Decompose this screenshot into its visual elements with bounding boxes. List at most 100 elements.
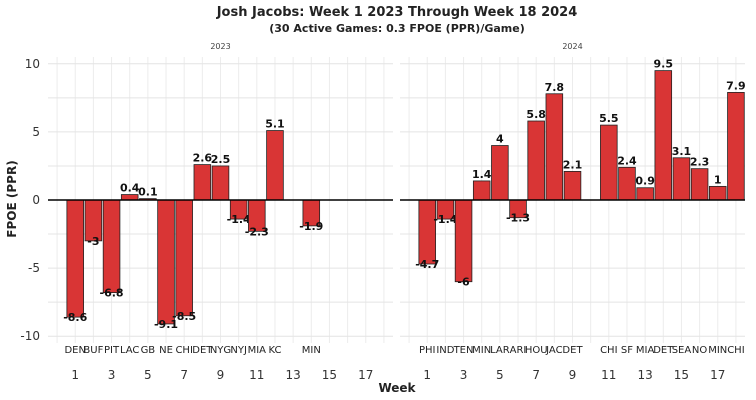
bar-value-label: -6 xyxy=(457,276,470,289)
opponent-label: MIA xyxy=(248,345,267,356)
opponent-label: LAC xyxy=(120,345,139,356)
x-tick-label: 5 xyxy=(496,368,504,382)
bar-value-label: 1 xyxy=(714,173,722,186)
bar-value-label: 5.1 xyxy=(265,118,285,131)
opponent-label: MIA xyxy=(636,345,655,356)
y-tick-label: 10 xyxy=(25,57,40,71)
x-tick-label: 9 xyxy=(569,368,577,382)
bar-value-label: 2.5 xyxy=(211,153,231,166)
bar-value-label: -8.6 xyxy=(63,311,87,324)
bar xyxy=(175,199,193,317)
x-tick-label: 1 xyxy=(423,368,431,382)
bar xyxy=(418,199,436,265)
x-tick-label: 7 xyxy=(532,368,540,382)
opponent-label: CHI xyxy=(175,345,192,356)
y-tick-label: 0 xyxy=(32,193,40,207)
x-tick-label: 13 xyxy=(637,368,652,382)
opponent-label: DET xyxy=(653,345,674,356)
opponent-label: KC xyxy=(268,345,281,356)
bar xyxy=(618,166,636,201)
bar xyxy=(545,93,564,201)
chart-title: Josh Jacobs: Week 1 2023 Through Week 18… xyxy=(216,5,578,20)
bar-value-label: -6.8 xyxy=(100,287,124,300)
y-tick-label: 5 xyxy=(32,125,40,139)
bar-value-label: 9.5 xyxy=(654,58,674,71)
opponent-label: GB xyxy=(141,345,156,356)
bar-value-label: 5.5 xyxy=(599,112,619,125)
opponent-label: HOU xyxy=(525,345,548,356)
opponent-label: BUF xyxy=(83,345,103,356)
bar xyxy=(654,70,673,201)
bar xyxy=(211,165,230,201)
opponent-label: ARI xyxy=(510,345,527,356)
bar xyxy=(727,92,745,201)
bar-value-label: -1.4 xyxy=(227,213,251,226)
bar xyxy=(454,199,473,283)
bar-value-label: 0.1 xyxy=(138,186,158,199)
bar xyxy=(66,199,84,318)
bar xyxy=(102,199,121,294)
x-tick-label: 11 xyxy=(601,368,616,382)
opponent-label: CHI xyxy=(727,345,744,356)
bar xyxy=(600,124,618,201)
x-tick-label: 5 xyxy=(144,368,152,382)
bar-value-label: 2.1 xyxy=(563,158,583,171)
bar-value-label: -1.9 xyxy=(299,220,323,233)
bar xyxy=(266,130,284,201)
bar-value-label: -2.3 xyxy=(245,225,269,238)
bar xyxy=(491,145,509,201)
bar xyxy=(157,199,175,325)
x-tick-label: 9 xyxy=(217,368,225,382)
bar xyxy=(672,157,691,201)
x-axis-title: Week xyxy=(378,381,416,395)
opponent-label: SEA xyxy=(672,345,692,356)
bar xyxy=(636,187,654,201)
panel-label: 2023 xyxy=(210,42,230,51)
bar-value-label: 1.4 xyxy=(472,168,492,181)
x-tick-label: 3 xyxy=(108,368,116,382)
opponent-label: DET xyxy=(562,345,583,356)
x-tick-label: 7 xyxy=(180,368,188,382)
bar-value-label: 3.1 xyxy=(672,145,692,158)
opponent-label: TEN xyxy=(453,345,474,356)
opponent-label: MIN xyxy=(708,345,727,356)
bar-value-label: -4.7 xyxy=(415,258,439,271)
bar xyxy=(120,194,139,201)
x-tick-label: 17 xyxy=(358,368,373,382)
bar xyxy=(563,170,582,201)
opponent-label: MIN xyxy=(472,345,491,356)
bar xyxy=(193,164,212,201)
opponent-label: SF xyxy=(621,345,633,356)
opponent-label: IND xyxy=(436,345,454,356)
opponent-label: PIT xyxy=(104,345,120,356)
opponent-label: NYG xyxy=(210,345,231,356)
x-tick-label: 11 xyxy=(249,368,264,382)
y-tick-label: -5 xyxy=(28,261,40,275)
opponent-label: JAC xyxy=(545,345,562,356)
bar-value-label: -1.4 xyxy=(433,213,457,226)
bar xyxy=(472,180,491,201)
x-tick-label: 15 xyxy=(322,368,337,382)
x-tick-label: 17 xyxy=(710,368,725,382)
bar xyxy=(690,168,709,201)
opponent-label: LAR xyxy=(490,345,510,356)
y-axis-title: FPOE (PPR) xyxy=(5,160,19,237)
bar-value-label: -8.5 xyxy=(172,310,196,323)
bar-value-label: 7.8 xyxy=(545,81,565,94)
bar-value-label: -3 xyxy=(87,235,99,248)
opponent-label: MIN xyxy=(302,345,321,356)
bar-value-label: 0.9 xyxy=(635,175,655,188)
bar-value-label: 5.8 xyxy=(526,108,546,121)
bar-value-label: 2.6 xyxy=(193,152,213,165)
chart-subtitle: (30 Active Games: 0.3 FPOE (PPR)/Game) xyxy=(269,22,525,35)
bar xyxy=(709,185,727,201)
y-tick-label: -10 xyxy=(20,329,40,343)
bar-value-label: -1.3 xyxy=(506,212,530,225)
x-tick-label: 15 xyxy=(674,368,689,382)
opponent-label: DET xyxy=(192,345,213,356)
opponent-label: NO xyxy=(692,345,707,356)
panel-label: 2024 xyxy=(562,42,582,51)
x-tick-label: 13 xyxy=(285,368,300,382)
